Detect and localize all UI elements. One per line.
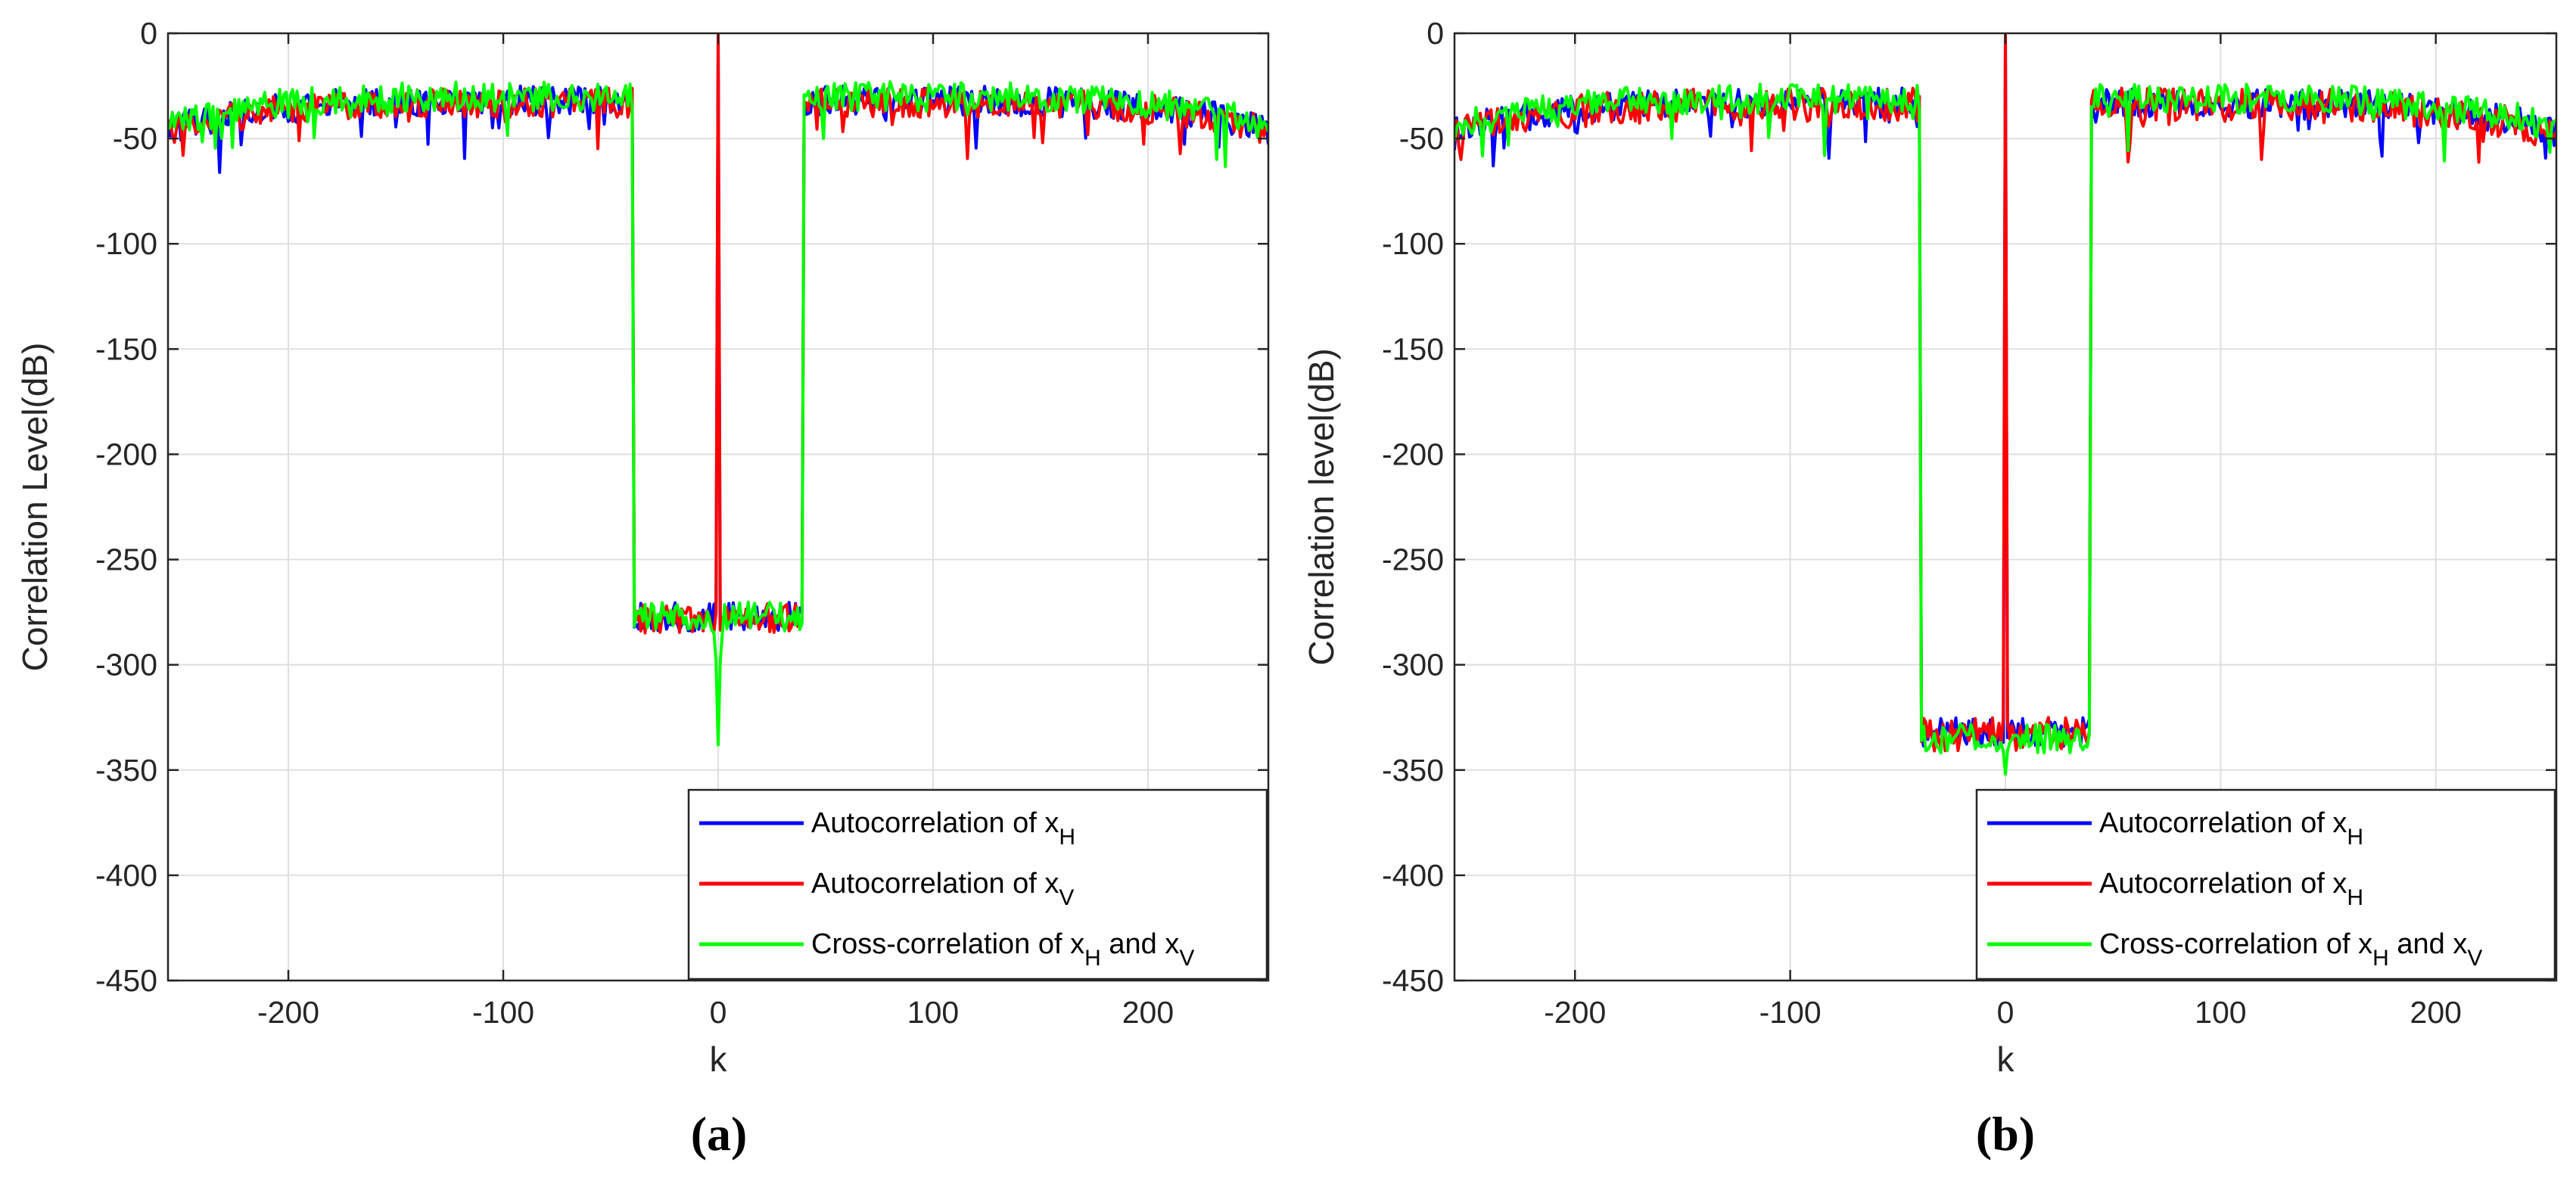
series-group xyxy=(1454,33,2556,776)
y-tick-label: -50 xyxy=(1399,121,1444,156)
y-tick-label: -300 xyxy=(1382,648,1444,682)
x-tick-label: -100 xyxy=(1759,995,1822,1030)
legend-entry: Cross-correlation of xH and xV xyxy=(2099,928,2482,971)
y-tick-label: -100 xyxy=(95,226,157,261)
y-tick-label: -100 xyxy=(1382,226,1444,261)
y-tick-label: -300 xyxy=(95,648,157,682)
y-axis-label: Correlation level(dB) xyxy=(1302,348,1341,665)
chart-panel-a: -200 -100 0 100 200 0 -50 -100 -150 -200 -250 -300 -… xyxy=(15,16,1270,1161)
x-axis-label: k xyxy=(1997,1040,2015,1079)
x-tick-label: -100 xyxy=(472,995,534,1030)
legend: Autocorrelation of xH Autocorrelation of … xyxy=(687,788,1268,981)
y-tick-label: -150 xyxy=(95,331,157,366)
chart-panel-b: -200 -100 0 100 200 0 -50 -100 -150 -200 -250 -300 -… xyxy=(1302,16,2558,1161)
y-tick-label: -400 xyxy=(95,858,157,893)
panel-caption: (a) xyxy=(691,1107,748,1161)
legend-entry: Autocorrelation of xV xyxy=(811,868,1074,910)
x-tick-label: 200 xyxy=(2410,995,2462,1030)
x-tick-label: 100 xyxy=(2195,995,2246,1030)
x-tick-label: 100 xyxy=(907,995,959,1030)
legend-entry: Cross-correlation of xH and xV xyxy=(811,928,1194,971)
y-tick-label: -400 xyxy=(1382,858,1444,893)
x-tick-label: 200 xyxy=(1122,995,1174,1030)
series-group xyxy=(168,33,1268,747)
legend: Autocorrelation of xH Autocorrelation of … xyxy=(1975,788,2556,981)
x-tick-label: -200 xyxy=(1544,995,1606,1030)
y-tick-label: -150 xyxy=(1382,331,1444,366)
series-line-3 xyxy=(168,80,1268,747)
y-tick-label: -350 xyxy=(95,753,157,788)
x-tick-label: -200 xyxy=(257,995,319,1030)
x-tick-label: 0 xyxy=(1997,995,2014,1030)
y-axis-label: Correlation Level(dB) xyxy=(15,343,54,672)
y-tick-label: -50 xyxy=(113,121,157,156)
panel-caption: (b) xyxy=(1976,1107,2035,1161)
y-tick-label: -450 xyxy=(1382,963,1444,998)
x-axis-label: k xyxy=(710,1040,728,1079)
y-tick-label: -200 xyxy=(95,437,157,471)
legend-entry: Autocorrelation of xH xyxy=(811,807,1075,850)
legend-entry: Autocorrelation of xH xyxy=(2099,868,2363,910)
y-tick-label: -200 xyxy=(1382,437,1444,471)
y-tick-label: -250 xyxy=(1382,542,1444,577)
y-tick-label: -250 xyxy=(95,542,157,577)
x-tick-label: 0 xyxy=(710,995,727,1030)
y-tick-label: -450 xyxy=(95,963,157,998)
series-line-3 xyxy=(1454,82,2556,776)
y-tick-label: 0 xyxy=(140,16,157,51)
y-tick-label: -350 xyxy=(1382,753,1444,788)
legend-entry: Autocorrelation of xH xyxy=(2099,807,2363,850)
y-tick-label: 0 xyxy=(1426,16,1444,51)
